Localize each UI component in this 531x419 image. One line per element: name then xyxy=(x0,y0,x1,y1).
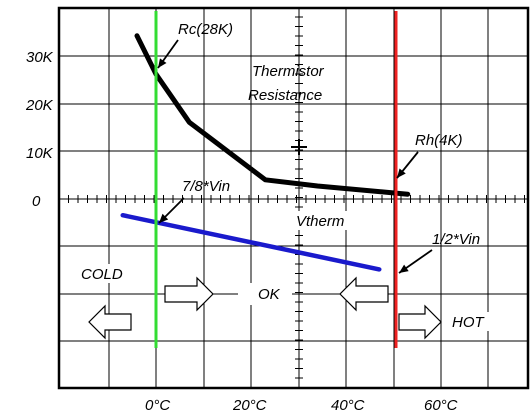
rh-arrow-head xyxy=(397,168,406,178)
y-tick-label: 20K xyxy=(25,97,54,114)
ok-arrow-left xyxy=(339,276,389,312)
minor-ticks xyxy=(58,16,525,388)
zone-arrows xyxy=(78,211,491,340)
thermistor-label-line2: Resistance xyxy=(248,87,322,104)
ok-arrow-right xyxy=(164,276,214,312)
vtherm-label: Vtherm xyxy=(296,213,344,230)
vtherm-label-backdrop xyxy=(292,211,354,230)
hot-label: HOT xyxy=(452,314,486,331)
half-vin-arrow-head xyxy=(399,264,409,273)
ok-backdrop xyxy=(238,283,292,305)
series xyxy=(120,11,433,348)
cold-arrow xyxy=(88,304,132,340)
annotations: Rc(28K) Rh(4K) Thermistor Resistance Vth… xyxy=(81,21,486,331)
x-tick-label: 0°C xyxy=(145,397,170,414)
y-tick-label: 0 xyxy=(32,193,41,210)
x-tick-labels: 0°C 20°C 40°C 60°C xyxy=(145,397,458,414)
seven-eighths-label: 7/8*Vin xyxy=(182,178,230,195)
thermistor-label-line1: Thermistor xyxy=(252,63,325,80)
x-tick-label: 40°C xyxy=(331,397,365,414)
half-vin-label: 1/2*Vin xyxy=(432,231,480,248)
hot-label-backdrop xyxy=(449,312,491,331)
cold-label: COLD xyxy=(81,266,123,283)
rh-label: Rh(4K) xyxy=(415,132,463,149)
resistance-curve xyxy=(134,33,411,197)
seven-eighths-arrow-head xyxy=(159,213,169,223)
y-tick-label: 10K xyxy=(26,145,54,162)
hot-arrow xyxy=(398,304,442,340)
cold-label-backdrop xyxy=(78,264,128,283)
x-tick-label: 20°C xyxy=(232,397,267,414)
ok-label: OK xyxy=(258,286,281,303)
rc-arrow-head xyxy=(158,58,167,68)
y-tick-label: 30K xyxy=(26,49,54,66)
x-tick-label: 60°C xyxy=(424,397,458,414)
rc-label: Rc(28K) xyxy=(178,21,233,38)
vtherm-line xyxy=(120,212,382,272)
y-tick-labels: 30K 20K 10K 0 xyxy=(25,49,54,210)
